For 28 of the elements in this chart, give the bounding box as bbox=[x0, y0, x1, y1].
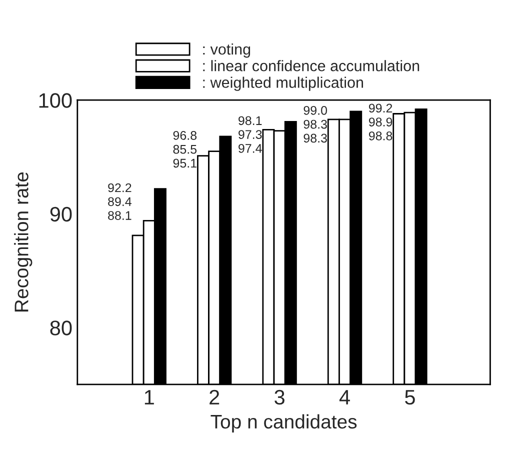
x-tick-label: 3 bbox=[274, 390, 284, 405]
x-axis-title: Top n candidates bbox=[210, 414, 357, 432]
annotation: 98.8 bbox=[368, 131, 392, 140]
y-tick-label: 90 bbox=[50, 206, 72, 222]
y-tick-label: 80 bbox=[50, 320, 72, 336]
annotation: 85.5 bbox=[173, 144, 197, 154]
annotation: 98.3 bbox=[304, 134, 327, 143]
x-tick-label: 2 bbox=[210, 390, 220, 404]
annotation: 96.8 bbox=[173, 131, 197, 140]
annotation: 88.1 bbox=[108, 211, 132, 220]
annotation: 97.4 bbox=[238, 144, 262, 153]
annotation: 92.2 bbox=[108, 183, 132, 192]
annotation: 99.2 bbox=[368, 104, 392, 113]
x-tick-label: 1 bbox=[144, 390, 154, 404]
y-axis-title: Recognition rate bbox=[14, 172, 32, 312]
annotation: 89.4 bbox=[108, 197, 132, 206]
annotation: 95.1 bbox=[173, 158, 196, 168]
x-tick-label: 4 bbox=[339, 390, 350, 404]
y-tick-label: 100 bbox=[39, 93, 72, 108]
annotation: 99.0 bbox=[304, 106, 328, 115]
annotation: 98.9 bbox=[368, 118, 392, 126]
x-tick-label: 5 bbox=[405, 390, 415, 405]
annotation: 97.3 bbox=[238, 130, 262, 139]
legend-label: : weighted multiplication bbox=[203, 76, 364, 91]
legend-label: : voting bbox=[203, 43, 250, 58]
annotation: 98.1 bbox=[238, 116, 262, 126]
legend-label: : linear confidence accumulation bbox=[203, 60, 420, 72]
annotation: 98.3 bbox=[304, 120, 327, 129]
